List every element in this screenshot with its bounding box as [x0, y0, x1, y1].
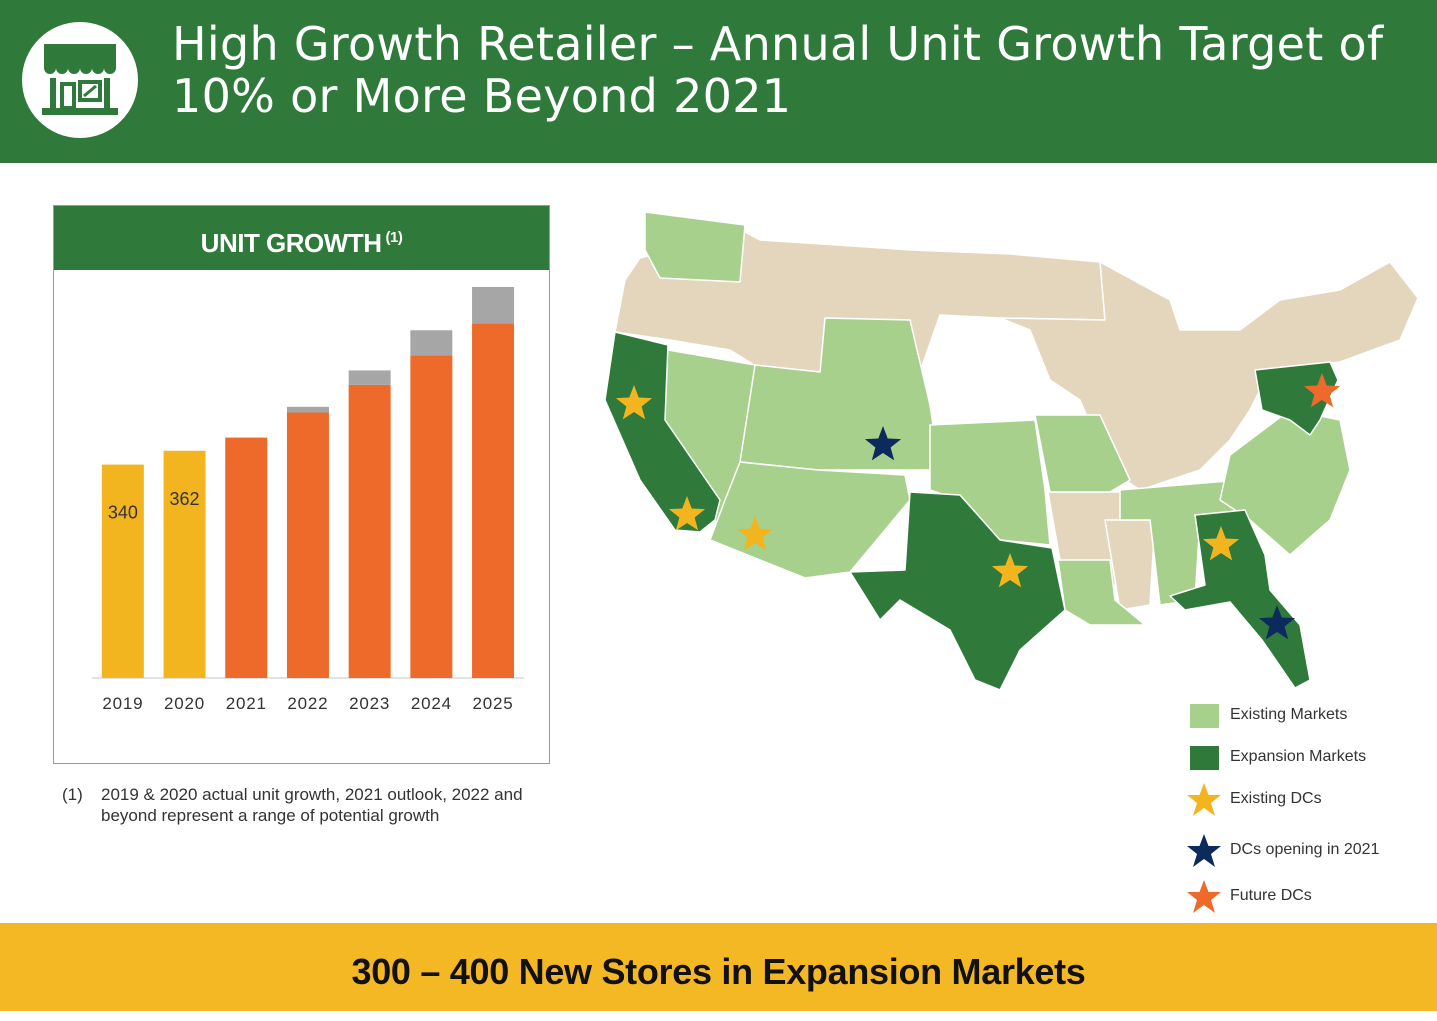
yellow-star-icon	[1187, 783, 1221, 816]
map-region-expansion-tx	[849, 491, 1066, 691]
data-label-2020: 362	[170, 489, 200, 509]
existing-dc-star-icon	[1202, 526, 1240, 561]
x-tick-label-2024: 2024	[411, 694, 452, 713]
bar-2024-series-2	[410, 330, 453, 356]
bar-2025-series-2	[472, 286, 515, 324]
existing-dc-star-icon	[736, 516, 774, 551]
bar-2019-series-0	[101, 464, 144, 678]
footer-text: 300 – 400 New Stores in Expansion Market…	[351, 951, 1086, 992]
x-tick-label-2020: 2020	[164, 694, 205, 713]
bar-2024-series-1	[410, 355, 453, 678]
unit-growth-chart-panel: UNIT GROWTH (1) 340 2019 362 2020 2021 2022 202…	[53, 205, 550, 764]
legend-label: Expansion Markets	[1230, 748, 1367, 765]
chart-title-text: UNIT GROWTH	[200, 228, 382, 258]
data-label-2019: 340	[108, 503, 138, 523]
chart-title: UNIT GROWTH (1)	[201, 228, 403, 258]
storefront-icon	[42, 44, 118, 115]
header-banner: High Growth Retailer – Annual Unit Growt…	[0, 0, 1437, 163]
unit-growth-bar-chart: 340 2019 362 2020 2021 2022 2023 2024 2025	[92, 286, 524, 713]
legend-item-expansion-markets: Expansion Markets	[1185, 742, 1435, 776]
bar-2023-series-1	[348, 384, 391, 678]
bar-2021-series-1	[225, 437, 268, 678]
footer-banner: 300 – 400 New Stores in Expansion Market…	[0, 923, 1437, 1011]
orange-star-icon	[1187, 880, 1221, 913]
x-tick-label-2019: 2019	[102, 694, 143, 713]
dc-opening-2021-star-icon	[864, 426, 902, 461]
map-region-expansion-ga-fl	[1169, 509, 1311, 689]
existing-dc-star-icon	[991, 553, 1029, 588]
future-dc-star-icon	[1303, 373, 1341, 408]
legend-label: Existing DCs	[1230, 790, 1322, 807]
footnote-text: 2019 & 2020 actual unit growth, 2021 out…	[101, 785, 523, 825]
legend-label: Existing Markets	[1230, 706, 1348, 723]
dc-opening-2021-star-icon	[1258, 605, 1296, 640]
bar-2022-series-2	[286, 406, 329, 413]
map-region-existing-mo	[1034, 414, 1131, 493]
existing-markets-swatch	[1190, 704, 1219, 728]
bar-2020-series-0	[163, 450, 206, 678]
legend-item-future-dcs: Future DCs	[1185, 880, 1435, 915]
map-region-expansion-pa-nj-md	[1254, 361, 1339, 436]
bar-2023-series-2	[348, 370, 391, 385]
expansion-markets-swatch	[1190, 746, 1219, 770]
legend-item-dcs-opening-2021: DCs opening in 2021	[1185, 834, 1435, 869]
logo-badge	[22, 22, 138, 138]
map-region-expansion-ca	[604, 331, 721, 533]
bar-2025-series-1	[472, 323, 515, 678]
map-region-existing-ks-ok	[929, 419, 1051, 546]
map-region-existing-az-nm	[709, 461, 911, 579]
legend-item-existing-markets: Existing Markets	[1185, 700, 1435, 734]
us-markets-map	[604, 211, 1419, 691]
footnote-marker: (1)	[62, 785, 83, 804]
x-tick-label-2022: 2022	[287, 694, 328, 713]
page-title: High Growth Retailer – Annual Unit Growt…	[172, 17, 1384, 123]
existing-dc-star-icon	[615, 385, 653, 420]
x-tick-label-2023: 2023	[349, 694, 390, 713]
bar-2022-series-1	[286, 412, 329, 678]
existing-dc-star-icon	[668, 496, 706, 531]
chart-header: UNIT GROWTH (1)	[54, 206, 549, 270]
legend-label: DCs opening in 2021	[1230, 841, 1380, 858]
legend-label: Future DCs	[1230, 887, 1312, 904]
x-tick-label-2025: 2025	[473, 694, 514, 713]
x-tick-label-2021: 2021	[226, 694, 267, 713]
map-region-existing-wa	[644, 211, 746, 283]
legend-item-existing-dcs: Existing DCs	[1185, 783, 1435, 818]
chart-title-superscript: (1)	[385, 229, 403, 246]
navy-star-icon	[1187, 834, 1221, 867]
